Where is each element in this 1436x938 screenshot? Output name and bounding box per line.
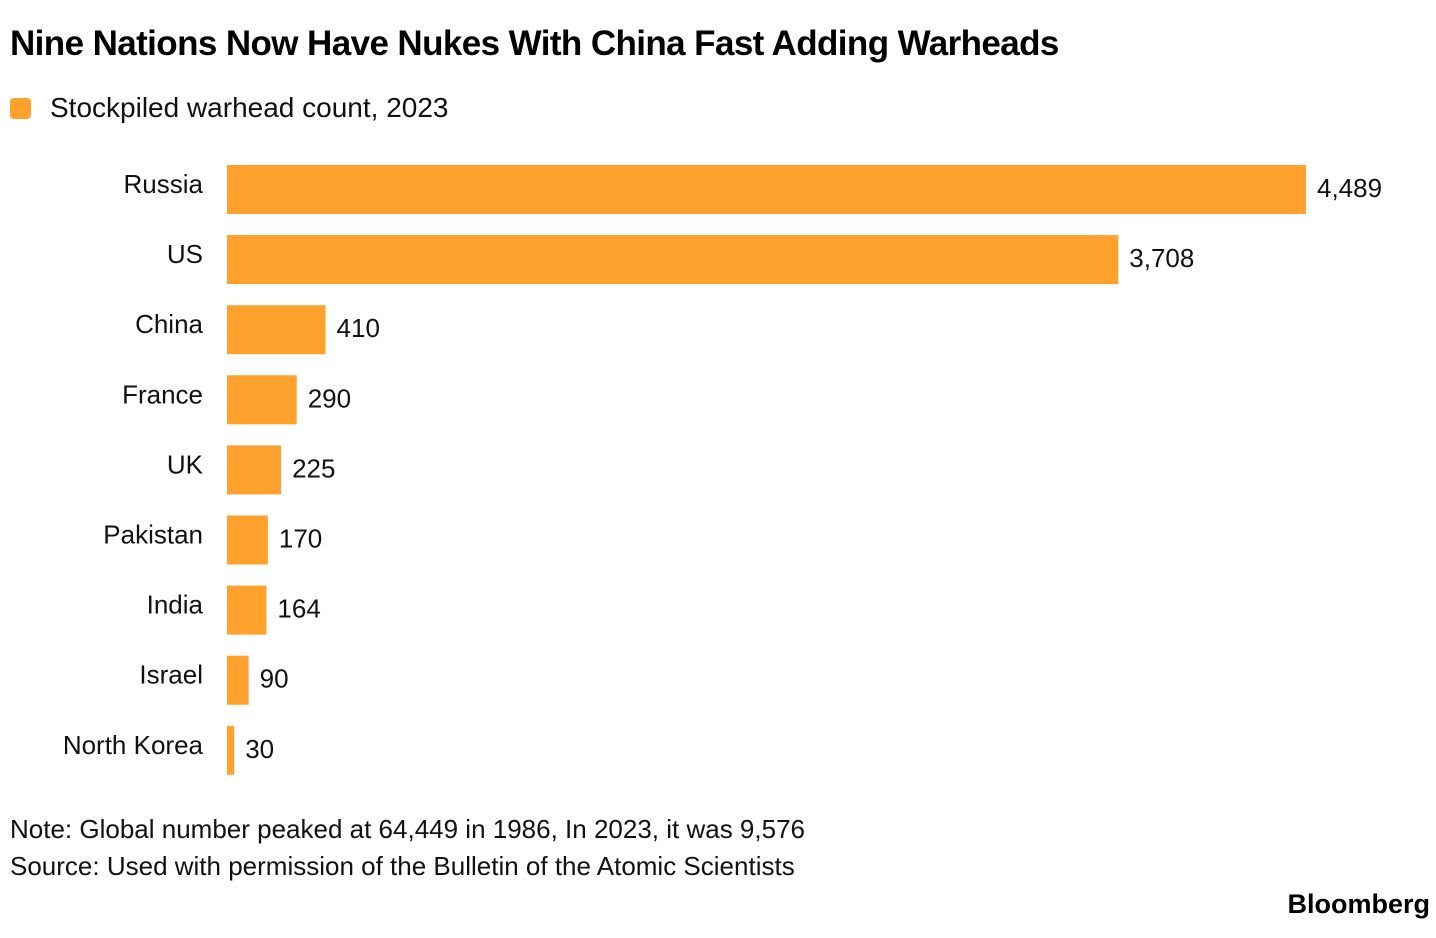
chart-title: Nine Nations Now Have Nukes With China F… bbox=[10, 24, 1059, 63]
chart-source: Source: Used with permission of the Bull… bbox=[10, 851, 795, 881]
category-label: India bbox=[147, 590, 204, 620]
bar-pakistan bbox=[227, 515, 268, 565]
category-label: UK bbox=[167, 449, 204, 479]
chart-note: Note: Global number peaked at 64,449 in … bbox=[10, 814, 805, 844]
category-label: US bbox=[167, 239, 203, 269]
bar-india bbox=[227, 585, 267, 635]
value-label: 225 bbox=[292, 453, 335, 483]
bar-us bbox=[227, 235, 1119, 285]
legend: Stockpiled warhead count, 2023 bbox=[10, 92, 449, 124]
category-label: France bbox=[122, 379, 203, 409]
bar-north-korea bbox=[227, 725, 235, 775]
value-label: 164 bbox=[277, 594, 320, 624]
bar-uk bbox=[227, 445, 282, 495]
bar-france bbox=[227, 375, 297, 425]
value-label: 3,708 bbox=[1129, 243, 1194, 273]
bloomberg-logo: Bloomberg bbox=[1287, 889, 1430, 919]
category-label: Russia bbox=[124, 169, 204, 199]
bar-china bbox=[227, 305, 326, 355]
value-label: 30 bbox=[245, 734, 274, 764]
value-label: 90 bbox=[260, 664, 289, 694]
value-label: 4,489 bbox=[1317, 173, 1382, 203]
legend-label: Stockpiled warhead count, 2023 bbox=[50, 92, 449, 123]
bar-russia bbox=[227, 165, 1306, 214]
category-label: China bbox=[135, 309, 203, 339]
category-label: North Korea bbox=[63, 730, 204, 760]
category-label: Pakistan bbox=[103, 520, 203, 550]
legend-swatch bbox=[10, 97, 31, 119]
category-label: Israel bbox=[139, 660, 203, 690]
value-label: 410 bbox=[337, 313, 380, 343]
bar-chart: Russia 4,489 US 3,708 China 410 France 290 UK 225… bbox=[63, 165, 1382, 775]
value-label: 290 bbox=[308, 383, 351, 413]
bar-israel bbox=[227, 655, 249, 705]
value-label: 170 bbox=[279, 524, 322, 554]
